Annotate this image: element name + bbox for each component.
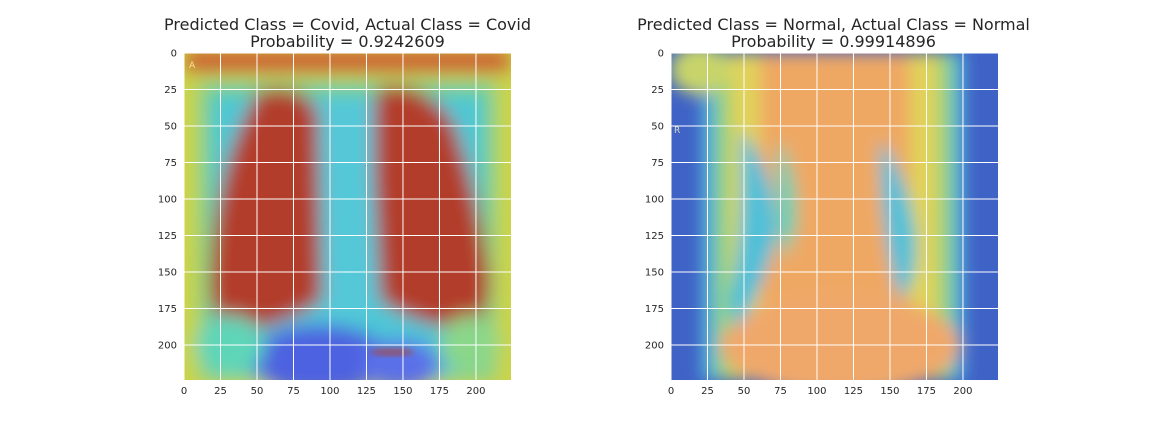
title-line1: Predicted Class = Normal, Actual Class =…: [637, 15, 1030, 34]
y-tick-label: 0: [171, 49, 177, 60]
y-tick-label: 175: [645, 304, 664, 315]
title-line1: Predicted Class = Covid, Actual Class = …: [164, 15, 531, 34]
y-tick-label: 200: [158, 340, 177, 351]
x-tick-label: 125: [844, 386, 863, 397]
x-tick-label: 50: [738, 386, 751, 397]
y-tick-label: 0: [658, 49, 664, 60]
x-tick-label: 75: [287, 386, 300, 397]
x-tick-label: 200: [466, 386, 485, 397]
x-tick-label: 100: [807, 386, 826, 397]
y-tick-label: 150: [158, 267, 177, 278]
x-tick-label: 175: [430, 386, 449, 397]
x-tick-label: 100: [320, 386, 339, 397]
y-tick-label: 125: [158, 231, 177, 242]
x-tick-label: 200: [953, 386, 972, 397]
heatmap-image: A: [184, 53, 511, 380]
ticks-a: 0 25 50 75 100 125 150 175 200 0 25 50 75 100 125 150 17…: [158, 49, 486, 398]
y-tick-label: 75: [164, 158, 177, 169]
x-tick-label: 0: [668, 386, 674, 397]
subplot-covid: Predicted Class = Covid, Actual Class = …: [158, 15, 531, 397]
x-tick-label: 75: [774, 386, 787, 397]
title-line2: Probability = 0.9242609: [250, 32, 445, 51]
x-tick-label: 125: [357, 386, 376, 397]
x-tick-label: 150: [880, 386, 899, 397]
x-tick-label: 25: [214, 386, 227, 397]
x-tick-label: 0: [181, 386, 187, 397]
y-tick-label: 100: [645, 194, 664, 205]
y-tick-label: 150: [645, 267, 664, 278]
y-tick-label: 75: [651, 158, 664, 169]
y-tick-label: 125: [645, 231, 664, 242]
x-tick-label: 50: [251, 386, 264, 397]
y-tick-label: 50: [651, 121, 664, 132]
y-tick-label: 100: [158, 194, 177, 205]
grid-b: [670, 52, 998, 380]
title-line2: Probability = 0.99914896: [731, 32, 936, 51]
grid-a: [183, 52, 511, 380]
x-tick-label: 175: [917, 386, 936, 397]
subplot-normal: Predicted Class = Normal, Actual Class =…: [637, 15, 1030, 397]
y-tick-label: 25: [164, 85, 177, 96]
ticks-b: 0 25 50 75 100 125 150 175 200 0 25 50 75 100 125 150 17…: [645, 49, 973, 398]
x-tick-label: 150: [393, 386, 412, 397]
heatmap-image: R: [671, 53, 998, 380]
y-tick-label: 200: [645, 340, 664, 351]
x-tick-label: 25: [701, 386, 714, 397]
y-tick-label: 50: [164, 121, 177, 132]
xray-marker-label: R: [674, 126, 680, 136]
y-tick-label: 175: [158, 304, 177, 315]
y-tick-label: 25: [651, 85, 664, 96]
xray-marker-label: A: [189, 61, 196, 71]
